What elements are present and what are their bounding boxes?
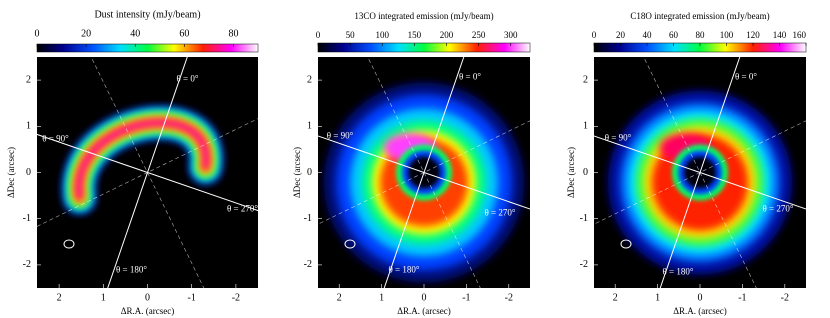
y-tick-label: 0: [307, 167, 312, 178]
colorbar-tick-label: 80: [696, 30, 706, 40]
x-tick-label: 0: [145, 292, 150, 303]
emission: [76, 120, 209, 200]
y-axis-label: ΔDec (arcsec): [6, 147, 16, 198]
colorbar-tick-label: 0: [316, 30, 321, 40]
x-tick-label: 2: [337, 292, 342, 303]
y-tick-label: -2: [23, 259, 31, 270]
colorbar-tick-label: 0: [592, 30, 597, 40]
colorbar-tick-label: 80: [228, 28, 238, 39]
panel-title: C18O integrated emission (mJy/beam): [630, 11, 769, 21]
colorbar-tick-label: 150: [408, 30, 422, 40]
colorbar-tick-label: 100: [720, 30, 734, 40]
annotation: θ = 90°: [42, 134, 69, 144]
x-tick-label: 1: [379, 292, 384, 303]
colorbar: [317, 42, 531, 53]
x-tick-label: -1: [462, 292, 470, 303]
y-tick-label: 1: [26, 121, 31, 132]
colorbar-tick-label: 250: [472, 30, 486, 40]
x-tick-label: -2: [781, 292, 789, 303]
x-axis-label: ΔR.A. (arcsec): [397, 306, 451, 316]
x-tick-label: -1: [738, 292, 746, 303]
x-tick-label: 2: [57, 292, 62, 303]
annotation: θ = 90°: [327, 131, 354, 141]
colorbar-tick-label: 140: [773, 30, 787, 40]
y-tick-label: 1: [583, 121, 588, 132]
annotation: θ = 180°: [663, 267, 694, 277]
annotation: θ = 270°: [227, 204, 258, 214]
annotation: θ = 0°: [459, 72, 481, 82]
x-tick-label: -1: [188, 292, 196, 303]
x-tick-label: -2: [232, 292, 240, 303]
annotation: θ = 270°: [763, 204, 794, 214]
y-tick-label: 2: [26, 74, 31, 85]
colorbar-tick-label: 0: [35, 28, 40, 39]
colorbar-tick-label: 60: [179, 28, 189, 39]
y-tick-label: 2: [583, 74, 588, 85]
annotation: θ = 180°: [389, 265, 420, 275]
y-tick-label: -1: [304, 213, 312, 224]
annotation: θ = 0°: [177, 74, 199, 84]
position-angle-line: [367, 57, 481, 288]
x-tick-label: 1: [655, 292, 660, 303]
beam: [620, 239, 632, 249]
beam: [63, 239, 75, 249]
x-tick-label: 1: [101, 292, 106, 303]
x-tick-label: 2: [613, 292, 618, 303]
x-tick-label: -2: [505, 292, 513, 303]
colorbar-tick-label: 300: [504, 30, 518, 40]
beam: [344, 239, 356, 249]
y-tick-label: -1: [580, 213, 588, 224]
annotation: θ = 180°: [116, 265, 147, 275]
colorbar-tick-label: 200: [440, 30, 454, 40]
colorbar-tick-label: 50: [346, 30, 356, 40]
y-tick-label: 2: [307, 74, 312, 85]
colorbar-tick-label: 160: [793, 30, 807, 40]
image: [318, 57, 530, 288]
y-tick-label: 1: [307, 121, 312, 132]
y-axis-label: ΔDec (arcsec): [566, 147, 576, 198]
annotation: θ = 270°: [485, 208, 516, 218]
colorbar: [36, 43, 259, 53]
image: [37, 57, 258, 288]
image: [594, 57, 806, 288]
position-angle-line: [90, 57, 205, 288]
x-tick-label: 0: [698, 292, 703, 303]
colorbar-tick-label: 20: [616, 30, 626, 40]
y-tick-label: -2: [580, 259, 588, 270]
colorbar-tick-label: 100: [375, 30, 389, 40]
x-axis-label: ΔR.A. (arcsec): [121, 306, 175, 316]
y-tick-label: -2: [304, 259, 312, 270]
panel-title: Dust intensity (mJy/beam): [94, 9, 200, 20]
annotation: θ = 90°: [605, 133, 632, 143]
y-tick-label: -1: [23, 213, 31, 224]
y-tick-label: 0: [583, 167, 588, 178]
colorbar-tick-label: 20: [81, 28, 91, 39]
x-tick-label: 0: [422, 292, 427, 303]
x-axis-label: ΔR.A. (arcsec): [673, 306, 727, 316]
y-tick-label: 0: [26, 167, 31, 178]
colorbar-tick-label: 40: [130, 28, 140, 39]
annotation: θ = 0°: [735, 72, 757, 82]
y-axis-label: ΔDec (arcsec): [292, 147, 302, 198]
colorbar-tick-label: 40: [643, 30, 653, 40]
panel-title: 13CO integrated emission (mJy/beam): [354, 11, 493, 21]
position-angle-line: [643, 57, 757, 288]
colorbar-tick-label: 120: [746, 30, 760, 40]
colorbar-tick-label: 60: [669, 30, 679, 40]
